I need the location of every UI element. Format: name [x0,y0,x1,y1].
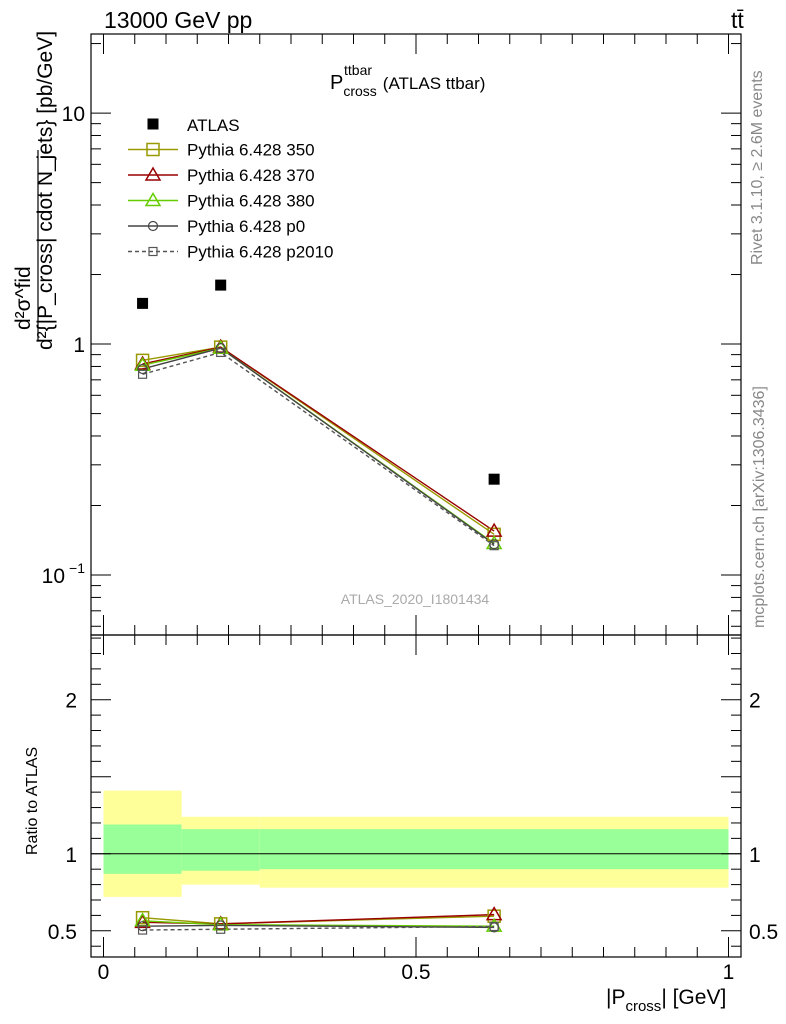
main-y-tick-exp-2: −1 [69,560,85,576]
legend-label-2: Pythia 6.428 380 [187,192,315,211]
header-right: tt̄ [731,7,744,33]
legend-label-0: Pythia 6.428 350 [187,141,315,160]
title-suffix: (ATLAS ttbar) [383,74,486,93]
legend-marker-3 [147,220,159,232]
series-0-point-0 [135,353,150,368]
series-4-line [142,351,495,547]
legend-marker-1 [144,166,162,181]
ratio-y-tick-label-right-1: 1 [749,844,761,867]
series-4-ratio-point-2 [489,921,499,932]
series-0-ratio-point-0 [135,910,150,925]
data-point-2 [488,473,500,485]
ratio-y-axis-label: Ratio to ATLAS [24,747,41,855]
header-left: 13000 GeV pp [104,7,252,33]
legend-label-1: Pythia 6.428 370 [187,166,315,185]
band-inner-1 [181,829,260,871]
title-sub: cross [343,83,376,99]
series-4-point-1 [216,347,226,358]
title-sup: ttbar [344,62,372,78]
legend-marker-0 [146,142,160,157]
series-1-line [142,346,495,532]
series-1-ratio-point-0 [134,913,151,929]
main-y-tick-label-2: 10 [42,565,65,588]
ratio-y-tick-label-right-2: 0.5 [749,921,778,944]
x-tick-label-1: 0.5 [401,961,430,984]
series-4-point-2 [489,541,499,551]
legend-marker-4 [148,246,158,257]
legend: ATLAS Pythia 6.428 350 Pythia 6.428 370 Pyt… [128,116,334,262]
rivet-label: Rivet 3.1.10, ≥ 2.6M events [749,70,766,265]
legend-marker-2 [144,192,162,207]
title-main: P [330,72,343,94]
series-2-ratio-line [142,920,495,927]
x-tick-label-2: 1 [723,961,735,984]
ratio-y-tick-label-0: 2 [65,690,77,713]
series-2-point-2 [485,534,503,550]
ratio-y-tick-label-1: 1 [65,844,77,867]
series-3-line [142,347,495,545]
xlabel-pre: |P [606,986,625,1009]
legend-label-3: Pythia 6.428 p0 [187,217,305,236]
series-2-line [142,347,495,545]
ylabel-line1: d²σ^fid [12,266,35,330]
ylabel-line2: d²{|P_cross| cdot N_jets} [pb/GeV] [34,31,57,350]
band-inner-0 [103,824,182,874]
legend-data-label: ATLAS [187,116,240,135]
data-point-1 [215,279,227,291]
main-y-tick-label-0: 10 [62,103,85,126]
ratio-frame [90,634,742,958]
ratio-bands [91,790,741,897]
ratio-y-tick-label-2: 0.5 [48,921,77,944]
band-inner-2 [259,829,729,870]
series-3-point-0 [137,363,148,375]
watermark: ATLAS_2020_I1801434 [341,591,490,607]
series-markers [134,279,503,935]
main-y-axis-label: d²σ^fid d²{|P_cross| cdot N_jets} [pb/Ge… [12,31,57,350]
series-4-ratio-point-0 [137,925,148,935]
data-point-0 [137,297,149,309]
x-tick-label-0: 0 [98,961,110,984]
legend-label-4: Pythia 6.428 p2010 [187,243,334,262]
series-2-ratio-point-2 [485,917,503,932]
mcplots-label: mcplots.cern.ch [arXiv:1306.3436] [751,386,768,628]
series-4-point-0 [137,369,148,379]
xlabel-post: | [GeV] [661,986,726,1009]
series-4-ratio-point-1 [216,924,226,934]
chart-title: Pcross (ATLAS ttbar) [330,72,485,99]
series-1-ratio-line [142,913,495,925]
legend-data-marker [147,118,159,130]
x-axis-label: |Pcross| [GeV] [606,986,726,1015]
main-y-tick-label-1: 1 [73,334,85,357]
ratio-y-tick-label-right-0: 2 [749,690,761,713]
xlabel-sub: cross [625,998,661,1015]
